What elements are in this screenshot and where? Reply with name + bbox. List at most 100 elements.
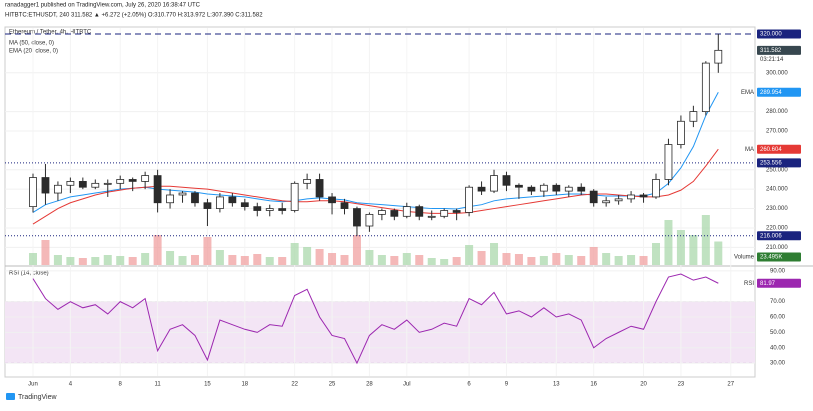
price-label: 311.582 xyxy=(760,48,782,54)
volume-bar xyxy=(502,253,511,265)
x-tick-label: 9 xyxy=(505,382,509,388)
candle-body xyxy=(215,196,224,209)
price-label-bg xyxy=(757,45,801,55)
candle-body xyxy=(315,179,324,198)
candle-body xyxy=(577,186,586,192)
indicator-badge: 289.954 xyxy=(760,90,782,96)
candle-body xyxy=(141,175,150,182)
candle-body xyxy=(390,210,399,217)
candle-body xyxy=(465,186,474,213)
volume-badge: 23.495K xyxy=(760,255,782,261)
quote: HITBTC:ETHUSDT, 240 311.582 ▲ +6.272 (+2… xyxy=(5,13,263,19)
candle-body xyxy=(490,175,498,192)
candle-body xyxy=(128,179,137,182)
x-tick-label: 4 xyxy=(69,382,73,388)
volume-bar xyxy=(352,235,361,265)
x-tick-label: 6 xyxy=(467,382,471,388)
candle-body xyxy=(103,182,112,185)
plot-frame xyxy=(4,26,756,378)
candle-body xyxy=(66,181,75,186)
volume-bar xyxy=(116,256,125,265)
volume-bar xyxy=(153,235,162,265)
volume-bar xyxy=(41,240,50,265)
x-tick-label: 27 xyxy=(727,382,734,388)
rsi-title: RSI (14, close) xyxy=(9,271,49,277)
legend-ma: MA (50, close, 0) xyxy=(9,41,54,47)
candle-body xyxy=(278,208,287,211)
x-tick-label: Jul xyxy=(403,382,411,388)
candle-body xyxy=(191,192,199,204)
volume-bar xyxy=(490,243,499,265)
candle-body xyxy=(652,179,660,198)
y-tick-label: 300.000 xyxy=(766,70,788,76)
volume-bar xyxy=(190,255,199,265)
volume-bar xyxy=(228,255,237,265)
volume-bar xyxy=(365,250,374,265)
candle-body xyxy=(78,181,87,188)
volume-bar xyxy=(427,258,436,265)
volume-bar xyxy=(128,257,137,265)
x-tick-label: 15 xyxy=(204,382,211,388)
candle-body xyxy=(353,208,361,227)
candle-body xyxy=(440,210,449,217)
volume-bar xyxy=(215,250,224,265)
indicator-badge-bg xyxy=(757,144,801,154)
candle-body xyxy=(602,200,611,204)
candle-body xyxy=(639,194,648,198)
candle-body xyxy=(677,120,685,145)
candle-body xyxy=(452,210,461,213)
level-label-bg xyxy=(757,29,801,39)
candle-body xyxy=(714,49,723,64)
volume-bar xyxy=(465,245,474,265)
x-tick-label: 16 xyxy=(590,382,597,388)
candle-body xyxy=(701,62,710,112)
indicator-line xyxy=(32,148,719,225)
volume-bar xyxy=(265,257,274,265)
candle-body xyxy=(627,194,635,200)
rsi-badge-bg xyxy=(757,278,801,288)
volume-bar xyxy=(402,253,411,265)
volume-bar xyxy=(103,255,112,265)
rsi-tick-label: 70.00 xyxy=(770,299,786,305)
candle-body xyxy=(539,184,548,192)
volume-bar xyxy=(452,257,461,265)
x-tick-label: 18 xyxy=(241,382,248,388)
candle-body xyxy=(415,206,424,217)
volume-bar xyxy=(652,243,660,265)
volume-bar xyxy=(552,253,561,265)
candle-body xyxy=(328,196,336,204)
candle-body xyxy=(402,206,411,217)
candle-body xyxy=(153,175,162,204)
rsi-tick-label: 50.00 xyxy=(770,330,786,336)
x-tick-label: 11 xyxy=(154,382,161,388)
candle-body xyxy=(41,177,50,194)
volume-bar xyxy=(514,254,523,265)
volume-bar xyxy=(240,256,249,265)
volume-bar xyxy=(91,257,100,265)
candle-body xyxy=(340,202,349,209)
y-tick-label: 270.000 xyxy=(766,129,788,135)
level-label: 320.000 xyxy=(760,32,782,38)
x-tick-label: 25 xyxy=(329,382,336,388)
countdown: 03:21:14 xyxy=(760,57,784,63)
indicator-badge-name: EMA xyxy=(741,90,754,96)
volume-bar xyxy=(203,237,212,265)
candle-body xyxy=(552,184,561,192)
rsi-line xyxy=(32,273,719,365)
candle-body xyxy=(29,177,37,208)
x-tick-label: 22 xyxy=(291,382,298,388)
publisher: ranadagger1 published on TradingView.com… xyxy=(5,3,201,9)
candle-body xyxy=(664,144,673,180)
volume-bar xyxy=(66,257,75,265)
y-tick-label: 230.000 xyxy=(766,206,788,212)
volume-bar xyxy=(689,235,698,265)
volume-bar xyxy=(664,220,673,265)
logo: TradingView xyxy=(18,394,57,401)
volume-bar xyxy=(527,257,536,265)
y-tick-label: 280.000 xyxy=(766,109,788,115)
level-label-bg xyxy=(757,231,801,241)
level-label: 216.006 xyxy=(760,233,782,239)
logo-icon xyxy=(6,393,15,400)
volume-bar xyxy=(29,253,37,265)
candle-body xyxy=(365,213,374,227)
